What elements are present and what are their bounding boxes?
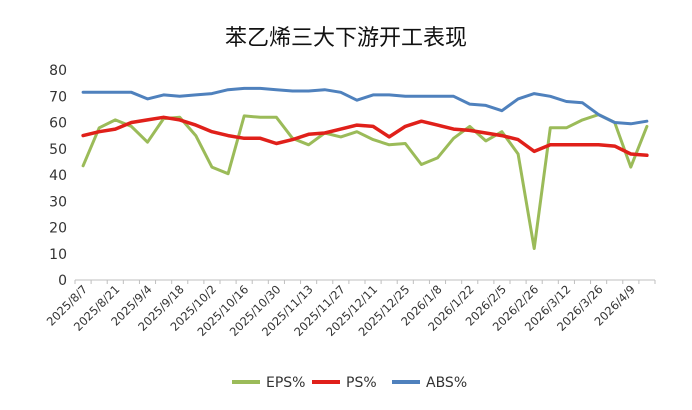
y-tick-label: 40 [49, 168, 67, 184]
legend: EPS% PS% ABS% [232, 375, 467, 391]
series-line-abs [81, 86, 649, 126]
y-tick-label: 30 [49, 194, 67, 210]
y-tick-label: 50 [49, 142, 67, 158]
series-line-ps [81, 115, 649, 158]
y-axis: 0 10 20 30 40 50 60 70 80 [49, 63, 67, 289]
x-axis: 2025/8/72025/8/212025/9/42025/9/182025/1… [44, 279, 656, 339]
y-tick-label: 0 [58, 273, 67, 289]
y-tick-label: 20 [49, 221, 67, 237]
series-layer [81, 86, 649, 250]
y-tick-label: 80 [49, 63, 67, 79]
legend-label-abs: ABS% [426, 375, 467, 391]
y-tick-label: 10 [49, 247, 67, 263]
legend-label-ps: PS% [346, 375, 377, 391]
chart-title: 苯乙烯三大下游开工表现 [225, 26, 467, 51]
legend-label-eps: EPS% [266, 375, 305, 391]
series-line-eps [81, 113, 649, 250]
y-tick-label: 70 [49, 89, 67, 105]
y-tick-label: 60 [49, 116, 67, 132]
